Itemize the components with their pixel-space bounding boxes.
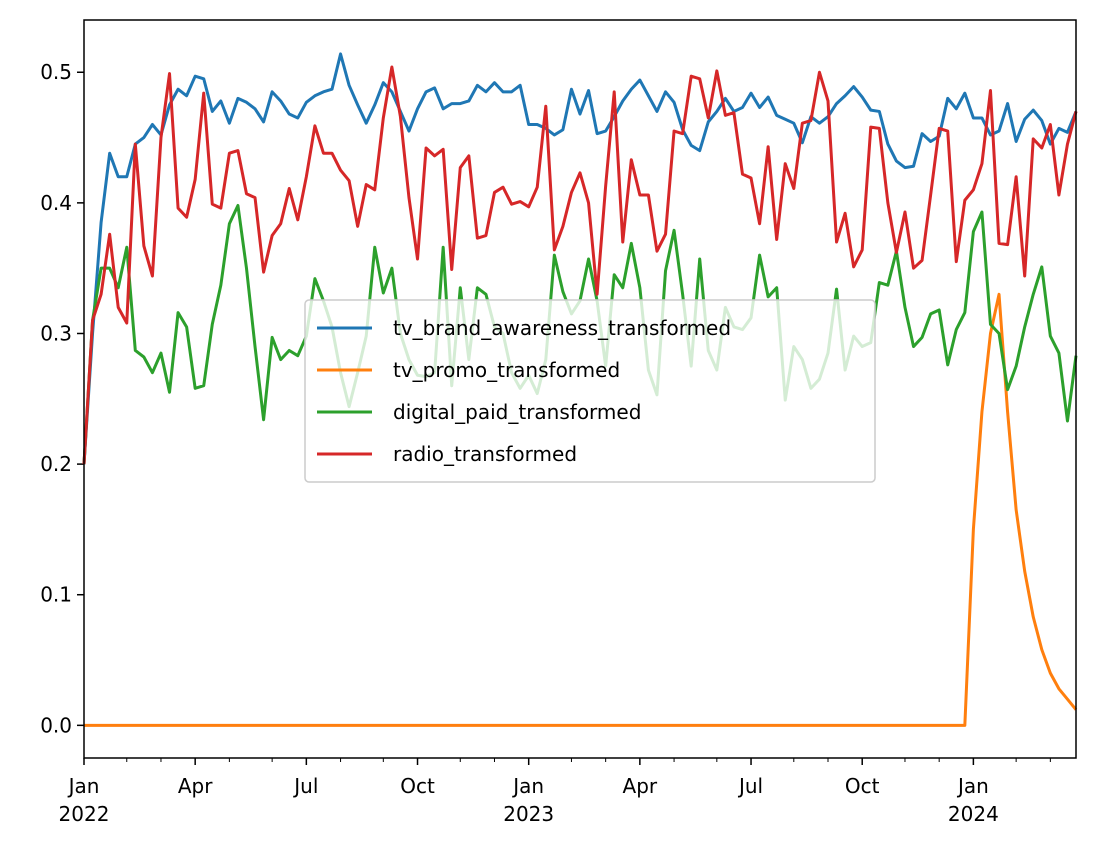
legend-box	[304, 299, 876, 483]
x-tick-label: Jan	[67, 774, 100, 798]
y-tick-label: 0.0	[40, 713, 72, 737]
x-tick-label: Apr	[623, 774, 658, 798]
series-line	[82, 65, 1078, 465]
x-tick-label: Oct	[845, 774, 880, 798]
x-tick-label: Jan	[956, 774, 989, 798]
series-line	[82, 52, 1078, 465]
y-tick-label: 0.5	[40, 60, 72, 84]
legend-label: radio_transformed	[393, 442, 577, 466]
y-tick-label: 0.3	[40, 321, 72, 345]
y-tick-label: 0.4	[40, 191, 72, 215]
x-tick-label: 2023	[503, 802, 554, 826]
x-tick-label: Apr	[178, 774, 213, 798]
x-tick-label: 2022	[59, 802, 110, 826]
series-line	[84, 292, 1078, 727]
plot-frame	[83, 19, 1077, 759]
legend-label: tv_promo_transformed	[393, 358, 620, 382]
y-tick-label: 0.2	[40, 452, 72, 476]
legend-label: tv_brand_awareness_transformed	[393, 316, 731, 340]
y-tick-label: 0.1	[40, 583, 72, 607]
legend: tv_brand_awareness_transformed tv_promo_t…	[304, 299, 876, 483]
x-tick-label: Oct	[400, 774, 435, 798]
x-tick-label: Jul	[737, 774, 763, 798]
x-tick-label: 2024	[948, 802, 999, 826]
x-tick-label: Jul	[292, 774, 318, 798]
x-tick-label: Jan	[511, 774, 544, 798]
legend-label: digital_paid_transformed	[393, 400, 641, 424]
